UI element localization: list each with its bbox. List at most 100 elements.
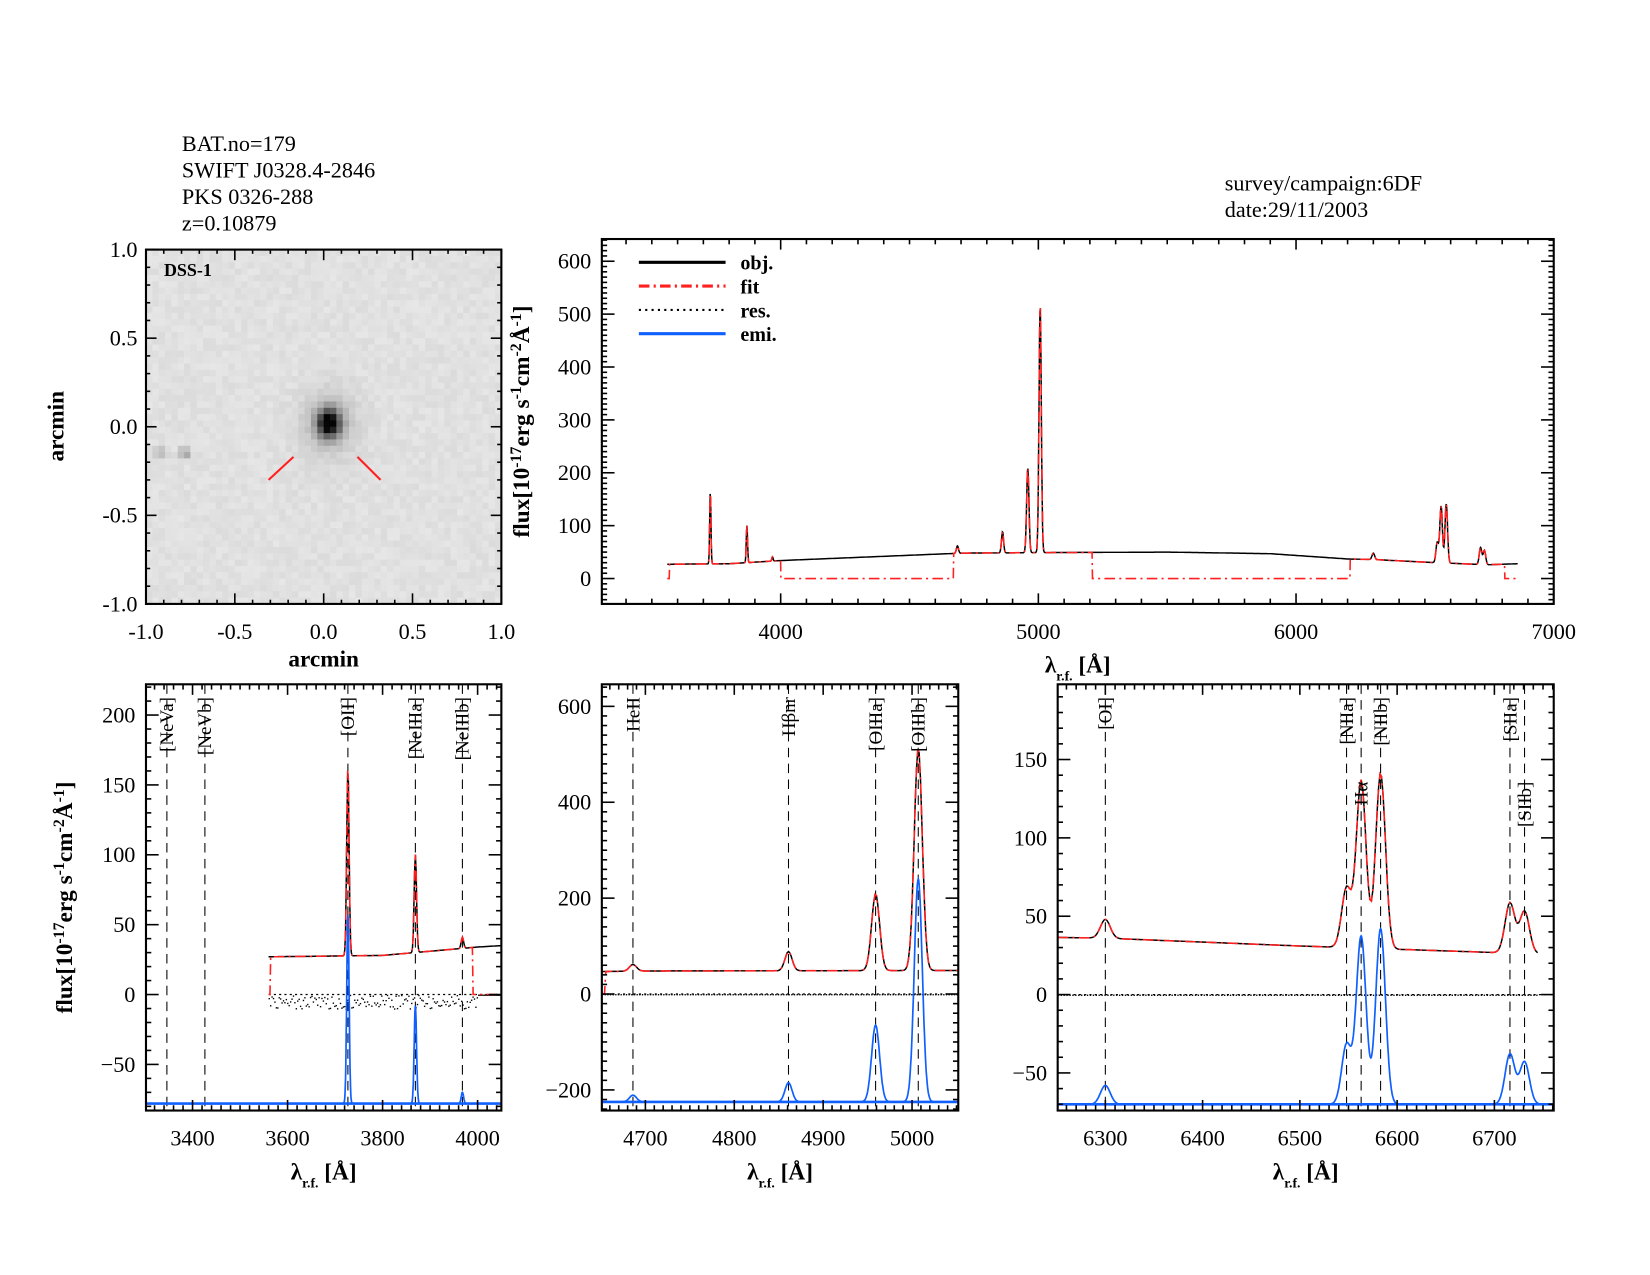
- image-pixel: [444, 534, 452, 542]
- residual-point: [399, 1005, 402, 1008]
- image-pixel: [412, 565, 420, 573]
- image-pixel: [152, 401, 160, 409]
- image-pixel: [279, 471, 287, 478]
- image-pixel: [152, 300, 160, 307]
- image-pixel: [222, 281, 229, 288]
- image-pixel: [482, 584, 490, 592]
- image-pixel: [463, 546, 471, 554]
- image-pixel: [253, 414, 261, 421]
- image-pixel: [310, 464, 318, 472]
- image-pixel: [190, 426, 198, 434]
- image-pixel: [399, 527, 407, 535]
- image-pixel: [406, 274, 413, 282]
- image-pixel: [272, 293, 280, 301]
- image-pixel: [272, 521, 280, 529]
- image-pixel: [437, 369, 445, 377]
- image-pixel: [488, 540, 496, 548]
- image-pixel: [298, 471, 306, 478]
- image-pixel: [330, 395, 337, 402]
- image-pixel: [145, 527, 153, 535]
- image-pixel: [355, 584, 363, 592]
- image-pixel: [475, 546, 483, 554]
- residual-point: [358, 1004, 360, 1006]
- x-tick-label: 5000: [890, 1125, 934, 1150]
- y-tick-label: 100: [558, 513, 591, 538]
- image-pixel: [184, 312, 191, 320]
- image-pixel: [355, 496, 363, 504]
- image-pixel: [399, 331, 407, 339]
- image-pixel: [431, 249, 439, 257]
- image-pixel: [475, 281, 483, 288]
- image-pixel: [234, 553, 242, 561]
- image-pixel: [228, 262, 236, 270]
- image-pixel: [298, 401, 306, 409]
- image-pixel: [463, 312, 471, 320]
- residual-point: [475, 1006, 477, 1008]
- image-pixel: [355, 521, 363, 529]
- image-pixel: [196, 331, 204, 339]
- image-pixel: [488, 388, 496, 396]
- image-pixel: [310, 483, 318, 491]
- source-pointer-right: [356, 456, 382, 481]
- image-pixel: [412, 540, 420, 548]
- image-pixel: [412, 534, 420, 542]
- image-pixel: [488, 281, 496, 288]
- image-pixel: [215, 420, 223, 428]
- residual-point: [1305, 994, 1308, 996]
- image-pixel: [145, 584, 153, 592]
- image-pixel: [266, 255, 274, 263]
- image-pixel: [437, 268, 445, 276]
- image-pixel: [272, 255, 280, 263]
- image-pixel: [342, 407, 350, 415]
- image-pixel: [361, 426, 369, 434]
- image-pixel: [165, 350, 172, 358]
- image-pixel: [196, 477, 204, 485]
- axis-label-part: r.f.: [759, 1175, 775, 1190]
- image-pixel: [463, 584, 471, 592]
- image-pixel: [431, 293, 439, 301]
- image-pixel: [406, 262, 413, 270]
- image-pixel: [412, 490, 420, 497]
- image-pixel: [158, 521, 166, 529]
- image-pixel: [304, 350, 312, 358]
- image-pixel: [279, 540, 287, 548]
- image-pixel: [145, 382, 153, 390]
- image-pixel: [361, 306, 369, 314]
- image-pixel: [222, 407, 229, 415]
- image-pixel: [355, 281, 363, 288]
- image-pixel: [425, 464, 432, 472]
- image-pixel: [495, 509, 502, 516]
- image-pixel: [437, 546, 445, 554]
- image-pixel: [444, 578, 452, 586]
- image-pixel: [171, 534, 179, 542]
- y-tick-label: 400: [558, 790, 591, 815]
- image-pixel: [393, 420, 401, 428]
- image-pixel: [145, 401, 153, 409]
- image-pixel: [355, 331, 363, 339]
- image-pixel: [488, 363, 496, 371]
- image-pixel: [241, 338, 248, 345]
- image-pixel: [171, 414, 179, 421]
- obj-series: [268, 770, 502, 958]
- axis-label-part: [Å]: [775, 1159, 813, 1185]
- observation-date: date:29/11/2003: [1225, 197, 1368, 222]
- image-pixel: [495, 401, 502, 409]
- image-pixel: [279, 407, 287, 415]
- image-pixel: [272, 553, 280, 561]
- image-pixel: [203, 527, 210, 535]
- image-pixel: [260, 376, 267, 383]
- image-pixel: [437, 433, 445, 440]
- image-pixel: [177, 433, 185, 440]
- image-pixel: [406, 331, 413, 339]
- image-pixel: [222, 591, 229, 599]
- image-pixel: [310, 477, 318, 485]
- image-pixel: [247, 287, 255, 295]
- image-pixel: [355, 559, 363, 567]
- image-pixel: [349, 401, 356, 409]
- image-pixel: [285, 509, 293, 516]
- image-pixel: [215, 357, 223, 364]
- image-pixel: [399, 502, 407, 510]
- image-pixel: [418, 255, 426, 263]
- image-pixel: [184, 433, 191, 440]
- line-marker-label: [NeVa]: [157, 697, 178, 752]
